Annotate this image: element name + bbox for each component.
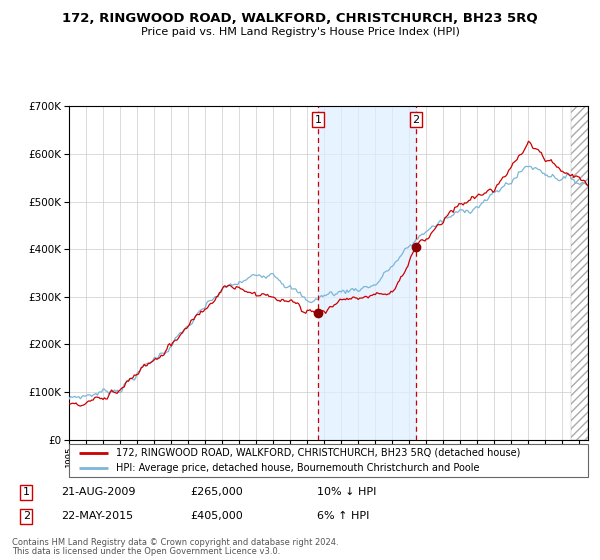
Text: 22-MAY-2015: 22-MAY-2015 (61, 511, 133, 521)
Text: 1: 1 (314, 115, 322, 125)
Text: 10% ↓ HPI: 10% ↓ HPI (317, 487, 377, 497)
Bar (318, 106, 416, 440)
Text: Price paid vs. HM Land Registry's House Price Index (HPI): Price paid vs. HM Land Registry's House … (140, 27, 460, 38)
Text: £265,000: £265,000 (191, 487, 244, 497)
Text: 6% ↑ HPI: 6% ↑ HPI (317, 511, 370, 521)
Text: 21-AUG-2009: 21-AUG-2009 (61, 487, 136, 497)
Text: This data is licensed under the Open Government Licence v3.0.: This data is licensed under the Open Gov… (12, 548, 280, 557)
Text: 172, RINGWOOD ROAD, WALKFORD, CHRISTCHURCH, BH23 5RQ (detached house): 172, RINGWOOD ROAD, WALKFORD, CHRISTCHUR… (116, 448, 520, 458)
Text: 2: 2 (412, 115, 419, 125)
Text: 172, RINGWOOD ROAD, WALKFORD, CHRISTCHURCH, BH23 5RQ: 172, RINGWOOD ROAD, WALKFORD, CHRISTCHUR… (62, 12, 538, 25)
Text: 2: 2 (23, 511, 30, 521)
FancyBboxPatch shape (69, 444, 588, 477)
Text: £405,000: £405,000 (191, 511, 244, 521)
Text: HPI: Average price, detached house, Bournemouth Christchurch and Poole: HPI: Average price, detached house, Bour… (116, 463, 479, 473)
Text: Contains HM Land Registry data © Crown copyright and database right 2024.: Contains HM Land Registry data © Crown c… (12, 539, 338, 548)
Bar (571, 106, 588, 440)
Text: 1: 1 (23, 487, 30, 497)
